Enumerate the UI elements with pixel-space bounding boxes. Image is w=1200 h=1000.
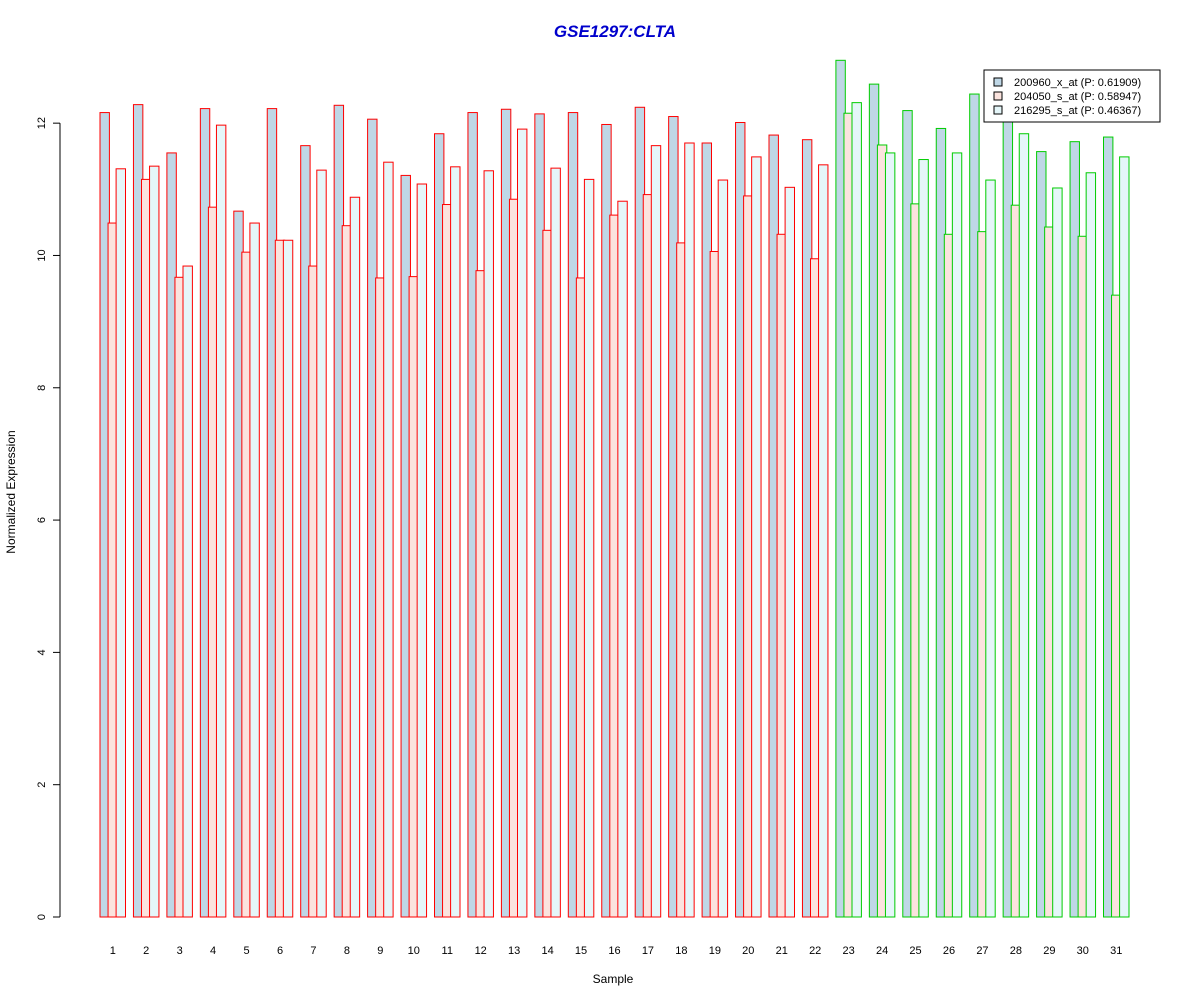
x-tick-label: 6: [277, 945, 283, 957]
x-tick-label: 23: [843, 945, 855, 957]
bar-3-sample-6: [282, 239, 294, 918]
x-tick-label: 9: [377, 945, 383, 957]
bar-3-sample-29: [1052, 187, 1063, 918]
x-tick-label: 3: [177, 945, 183, 957]
x-tick-label: 19: [709, 945, 721, 957]
legend-swatch: [993, 77, 1003, 87]
x-tick-label: 31: [1110, 945, 1122, 957]
x-tick-label: 16: [608, 945, 620, 957]
bar-3-sample-17: [650, 145, 662, 918]
bar-3-sample-9: [383, 161, 394, 918]
bar-3-sample-10: [416, 183, 428, 918]
x-tick-label: 4: [210, 945, 216, 957]
y-tick-label: 4: [36, 649, 48, 655]
bar-3-sample-26: [951, 152, 963, 918]
x-tick-label: 26: [943, 945, 955, 957]
x-tick-label: 8: [344, 945, 350, 957]
y-tick-label: 8: [36, 385, 48, 391]
bar-3-sample-14: [550, 167, 561, 918]
y-tick-label: 2: [36, 782, 48, 788]
legend: 200960_x_at (P: 0.61909) 204050_s_at (P: …: [983, 69, 1161, 123]
legend-swatch: [993, 105, 1003, 115]
x-tick-label: 5: [243, 945, 249, 957]
bar-3-sample-24: [884, 152, 896, 918]
legend-label: 216295_s_at (P: 0.46367): [1014, 105, 1141, 117]
bar-3-sample-28: [1018, 133, 1030, 918]
bar-3-sample-15: [583, 178, 595, 918]
x-tick-label: 25: [909, 945, 921, 957]
legend-label: 204050_s_at (P: 0.58947): [1014, 91, 1141, 103]
y-tick-label: 6: [36, 517, 48, 523]
bar-3-sample-8: [349, 196, 361, 918]
x-tick-label: 14: [541, 945, 553, 957]
y-axis-label: Normalized Expression: [4, 430, 18, 553]
bar-3-sample-21: [784, 186, 795, 918]
bar-3-sample-23: [851, 102, 862, 918]
bar-3-sample-1: [115, 168, 126, 918]
legend-box: [983, 69, 1161, 123]
bar-3-sample-25: [918, 159, 929, 918]
x-axis: 1 2 3 4 5 6 7 8 9 10 11 12 13 14 15 16 17 18 19 20 21 22 23 24 2…: [110, 945, 1123, 957]
bar-3-sample-4: [215, 124, 227, 918]
bar-3-sample-5: [249, 222, 260, 918]
bar-3-sample-31: [1119, 156, 1130, 918]
bars: [99, 59, 1130, 918]
x-tick-label: 28: [1010, 945, 1022, 957]
x-tick-label: 22: [809, 945, 821, 957]
x-tick-label: 15: [575, 945, 587, 957]
bar-3-sample-16: [617, 200, 628, 918]
x-tick-label: 10: [408, 945, 420, 957]
bar-3-sample-11: [450, 166, 461, 918]
x-tick-label: 11: [442, 945, 453, 957]
x-tick-label: 20: [742, 945, 754, 957]
y-axis: 0 2 4 6 8 10 12: [36, 117, 61, 920]
x-tick-label: 12: [475, 945, 487, 957]
x-tick-label: 30: [1077, 945, 1089, 957]
bar-3-sample-27: [985, 179, 996, 918]
bar-3-sample-13: [517, 128, 528, 918]
x-tick-label: 27: [976, 945, 988, 957]
legend-label: 200960_x_at (P: 0.61909): [1014, 77, 1141, 89]
x-tick-label: 7: [310, 945, 316, 957]
bar-3-sample-19: [717, 179, 729, 918]
bar-3-sample-12: [483, 170, 494, 918]
x-tick-label: 1: [110, 945, 116, 957]
y-tick-label: 10: [36, 249, 48, 261]
chart-title: GSE1297:CLTA: [554, 22, 676, 41]
bar-3-sample-2: [149, 165, 160, 918]
legend-swatch: [993, 91, 1003, 101]
x-tick-label: 17: [642, 945, 654, 957]
bar-3-sample-30: [1085, 172, 1097, 918]
bar-3-sample-22: [818, 164, 829, 918]
bar-3-sample-20: [751, 156, 762, 918]
bar-3-sample-7: [316, 169, 327, 918]
x-tick-label: 2: [143, 945, 149, 957]
x-axis-label: Sample: [593, 972, 634, 986]
x-tick-label: 29: [1043, 945, 1055, 957]
bar-3-sample-3: [182, 265, 193, 918]
x-tick-label: 24: [876, 945, 888, 957]
x-tick-label: 21: [776, 945, 788, 957]
x-tick-label: 18: [675, 945, 687, 957]
y-tick-label: 12: [36, 117, 48, 129]
x-tick-label: 13: [508, 945, 520, 957]
bar-3-sample-18: [684, 142, 695, 918]
y-tick-label: 0: [36, 914, 48, 920]
